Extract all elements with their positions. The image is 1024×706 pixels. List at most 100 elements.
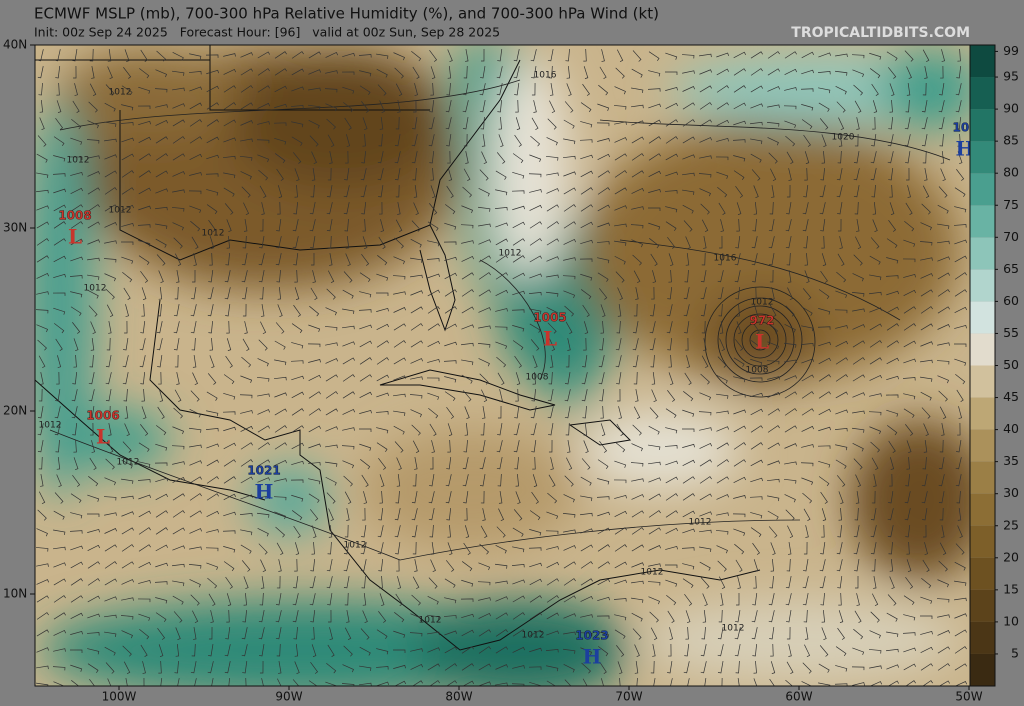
wind-barb — [478, 307, 492, 313]
wind-barb — [920, 376, 933, 382]
wind-barb — [394, 151, 401, 164]
wind-barb — [528, 291, 542, 296]
wind-barb — [376, 648, 389, 655]
wind-barb — [37, 339, 47, 351]
wind-barb — [53, 578, 66, 586]
wind-barb — [155, 206, 168, 211]
wind-barb — [361, 101, 370, 113]
wind-barb — [905, 424, 914, 436]
wind-barb — [241, 560, 251, 572]
wind-barb — [291, 323, 303, 334]
wind-barb — [293, 525, 301, 538]
wind-barb — [599, 66, 607, 79]
wind-barb — [328, 609, 332, 623]
wind-barb — [956, 440, 962, 453]
wind-barb — [447, 66, 452, 79]
wind-barb — [346, 610, 350, 623]
wind-barb — [53, 155, 66, 162]
wind-barb — [104, 187, 117, 195]
wind-barb — [734, 339, 744, 351]
wind-barb — [478, 239, 492, 245]
wind-barb — [717, 661, 724, 674]
wind-barb — [242, 303, 247, 317]
wind-barb — [90, 321, 96, 335]
wind-barb — [787, 287, 794, 301]
wind-barb — [872, 116, 876, 130]
wind-barb — [614, 137, 628, 143]
wind-barb — [342, 460, 354, 469]
wind-barb — [430, 82, 434, 96]
wind-barb — [121, 478, 134, 484]
wind-barb — [579, 258, 593, 262]
wind-barb — [922, 508, 928, 521]
wind-barb — [869, 68, 881, 79]
wind-barb — [631, 580, 644, 585]
wind-barb — [939, 83, 945, 96]
wind-barb — [563, 529, 576, 533]
wind-barb — [393, 425, 405, 435]
wind-barb — [342, 374, 355, 382]
wind-barb — [563, 631, 576, 636]
wind-barb — [546, 665, 559, 672]
wind-barb — [549, 83, 554, 96]
wind-barb — [632, 50, 642, 62]
wind-barb — [275, 253, 282, 266]
wind-barb — [359, 291, 372, 298]
wind-barb — [870, 508, 877, 521]
wind-barb — [309, 202, 316, 215]
wind-barb — [580, 647, 593, 656]
wind-barb — [906, 541, 910, 555]
wind-barb — [308, 478, 321, 485]
wind-barb — [529, 308, 542, 315]
wind-barb — [137, 224, 151, 228]
wind-barb — [903, 358, 916, 364]
wind-barb — [310, 287, 318, 300]
wind-barb — [291, 460, 304, 466]
wind-barb — [716, 459, 729, 467]
wind-barb — [835, 646, 847, 657]
wind-barb — [427, 240, 440, 247]
colorbar-label: 35 — [1003, 453, 1019, 468]
wind-barb — [886, 648, 899, 653]
wind-barb — [547, 492, 558, 504]
wind-barb — [631, 120, 645, 126]
wind-barb — [444, 391, 456, 402]
wind-barb — [155, 612, 167, 623]
wind-barb — [192, 372, 198, 386]
wind-barb — [172, 119, 185, 127]
wind-barb — [87, 274, 100, 280]
wind-barb — [52, 292, 66, 296]
wind-barb — [223, 561, 235, 572]
wind-barb — [104, 138, 117, 143]
wind-barb — [750, 85, 763, 93]
wind-barb — [361, 575, 366, 589]
wind-barb — [768, 219, 775, 232]
wind-barb — [750, 392, 763, 398]
wind-barb — [277, 678, 282, 686]
wind-barb — [174, 389, 182, 403]
wind-barb — [278, 661, 282, 674]
wind-barb — [699, 443, 713, 449]
wind-barb — [154, 462, 168, 466]
wind-barb — [786, 558, 791, 572]
wind-barb — [665, 171, 678, 177]
longitude-label: 60W — [785, 690, 812, 704]
longitude-label: 80W — [445, 690, 472, 704]
isobar-label: 1012 — [419, 616, 442, 626]
isobar-label: 1012 — [109, 206, 132, 216]
wind-barb — [105, 458, 115, 470]
wind-barb — [907, 185, 911, 198]
wind-barb — [325, 70, 338, 74]
wind-barb — [838, 117, 845, 131]
wind-barb — [716, 393, 729, 399]
wind-barb — [546, 546, 559, 550]
wind-barb — [873, 576, 877, 589]
wind-barb — [957, 525, 963, 539]
wind-barb — [87, 613, 100, 619]
wind-barb — [715, 530, 729, 535]
wind-barb — [308, 51, 321, 59]
wind-barb — [156, 321, 163, 334]
wind-barb — [107, 678, 112, 686]
wind-barb — [937, 375, 949, 384]
wind-barb — [142, 661, 146, 674]
